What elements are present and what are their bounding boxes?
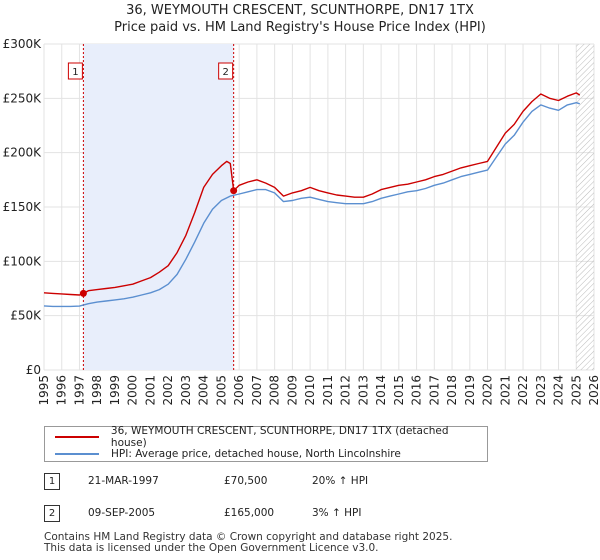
x-tick-label: 2011 <box>321 375 335 406</box>
shaded-ownership-span <box>82 44 594 370</box>
y-tick-label: £50K <box>10 309 42 323</box>
transaction-date: 21-MAR-1997 <box>88 475 159 487</box>
series-line-property <box>43 92 581 296</box>
x-tick-label: 2000 <box>126 375 140 406</box>
x-tick-label: 1999 <box>108 375 122 406</box>
x-tick-label: 2014 <box>374 375 388 406</box>
chart-title: 36, WEYMOUTH CRESCENT, SCUNTHORPE, DN17 … <box>126 3 474 18</box>
x-tick-label: 1998 <box>90 375 104 406</box>
ownership-shading <box>83 44 234 370</box>
x-tick-label: 2009 <box>285 375 299 406</box>
sale-label: 2 <box>222 67 228 78</box>
footer-copyright: Contains HM Land Registry data © Crown c… <box>44 531 453 543</box>
legend: 36, WEYMOUTH CRESCENT, SCUNTHORPE, DN17 … <box>44 425 488 462</box>
x-tick-label: 2002 <box>161 375 175 406</box>
legend-label-property: 36, WEYMOUTH CRESCENT, SCUNTHORPE, DN17 … <box>110 424 449 449</box>
legend-item-hpi: HPI: Average price, detached house, Nort… <box>55 445 401 462</box>
sale-point <box>230 187 238 195</box>
x-tick-label: 2003 <box>179 375 193 406</box>
legend-item-property: 36, WEYMOUTH CRESCENT, SCUNTHORPE, DN17 … <box>55 425 487 449</box>
x-tick-label: 2004 <box>197 375 211 406</box>
x-tick-label: 2010 <box>303 375 317 406</box>
y-axis: £0 £50K £100K £150K £200K £250K £300K <box>3 37 43 377</box>
sale-point <box>79 289 87 297</box>
x-tick-label: 2005 <box>214 375 228 406</box>
x-tick-label: 2001 <box>143 375 157 406</box>
x-tick-label: 2013 <box>356 375 370 406</box>
x-tick-label: 2024 <box>552 375 566 406</box>
x-tick-label: 2026 <box>587 375 600 406</box>
x-tick-label: 1997 <box>72 375 86 406</box>
x-tick-label: 2015 <box>392 375 406 406</box>
transaction-hpi-delta: 20% ↑ HPI <box>312 475 369 487</box>
x-tick-label: 2012 <box>339 375 353 406</box>
x-tick-label: 2022 <box>516 375 530 406</box>
sale-label-box <box>67 62 83 80</box>
transaction-hpi-delta: 3% ↑ HPI <box>312 507 362 519</box>
transaction-price: £165,000 <box>224 507 275 519</box>
future-hatch <box>576 44 594 370</box>
sale-label-box <box>218 62 234 80</box>
y-tick-label: £300K <box>3 37 43 51</box>
x-tick-label: 2020 <box>481 375 495 406</box>
series-line-hpi <box>43 101 581 308</box>
x-tick-label: 2023 <box>534 375 548 406</box>
x-tick-label: 2017 <box>427 375 441 406</box>
series-layer <box>43 92 581 308</box>
chart-subtitle: Price paid vs. HM Land Registry's House … <box>114 20 486 35</box>
transaction-date: 09-SEP-2005 <box>88 507 156 519</box>
y-tick-label: £200K <box>3 146 43 160</box>
sale-label: 1 <box>72 67 78 78</box>
x-tick-label: 2008 <box>268 375 282 406</box>
x-axis: 1995 1996 1997 1998 1999 2000 2001 2002 2003 2004… <box>37 375 600 406</box>
x-tick-label: 2018 <box>445 375 459 406</box>
footer-licence: This data is licensed under the Open Gov… <box>44 542 379 554</box>
transaction-price: £70,500 <box>224 475 268 487</box>
y-tick-label: £250K <box>3 91 43 105</box>
legend-swatch-property <box>55 435 99 438</box>
y-tick-label: £150K <box>3 200 43 214</box>
x-tick-label: 1996 <box>55 375 69 406</box>
x-tick-label: 2025 <box>569 375 583 406</box>
x-tick-label: 2021 <box>498 375 512 406</box>
price-chart: 36, WEYMOUTH CRESCENT, SCUNTHORPE, DN17 … <box>3 3 600 406</box>
x-tick-label: 1995 <box>37 375 51 406</box>
transaction-number: 2 <box>44 505 60 522</box>
x-tick-label: 2007 <box>250 375 264 406</box>
legend-label-hpi: HPI: Average price, detached house, Nort… <box>111 447 401 460</box>
legend-swatch-hpi <box>55 452 99 455</box>
x-tick-label: 2019 <box>463 375 477 406</box>
y-tick-label: £100K <box>3 254 43 268</box>
footer: Contains HM Land Registry data © Crown c… <box>44 532 452 554</box>
x-tick-label: 2006 <box>232 375 246 406</box>
y-tick-label: £0 <box>26 363 41 377</box>
x-tick-label: 2016 <box>410 375 424 406</box>
transaction-number: 1 <box>44 473 60 490</box>
